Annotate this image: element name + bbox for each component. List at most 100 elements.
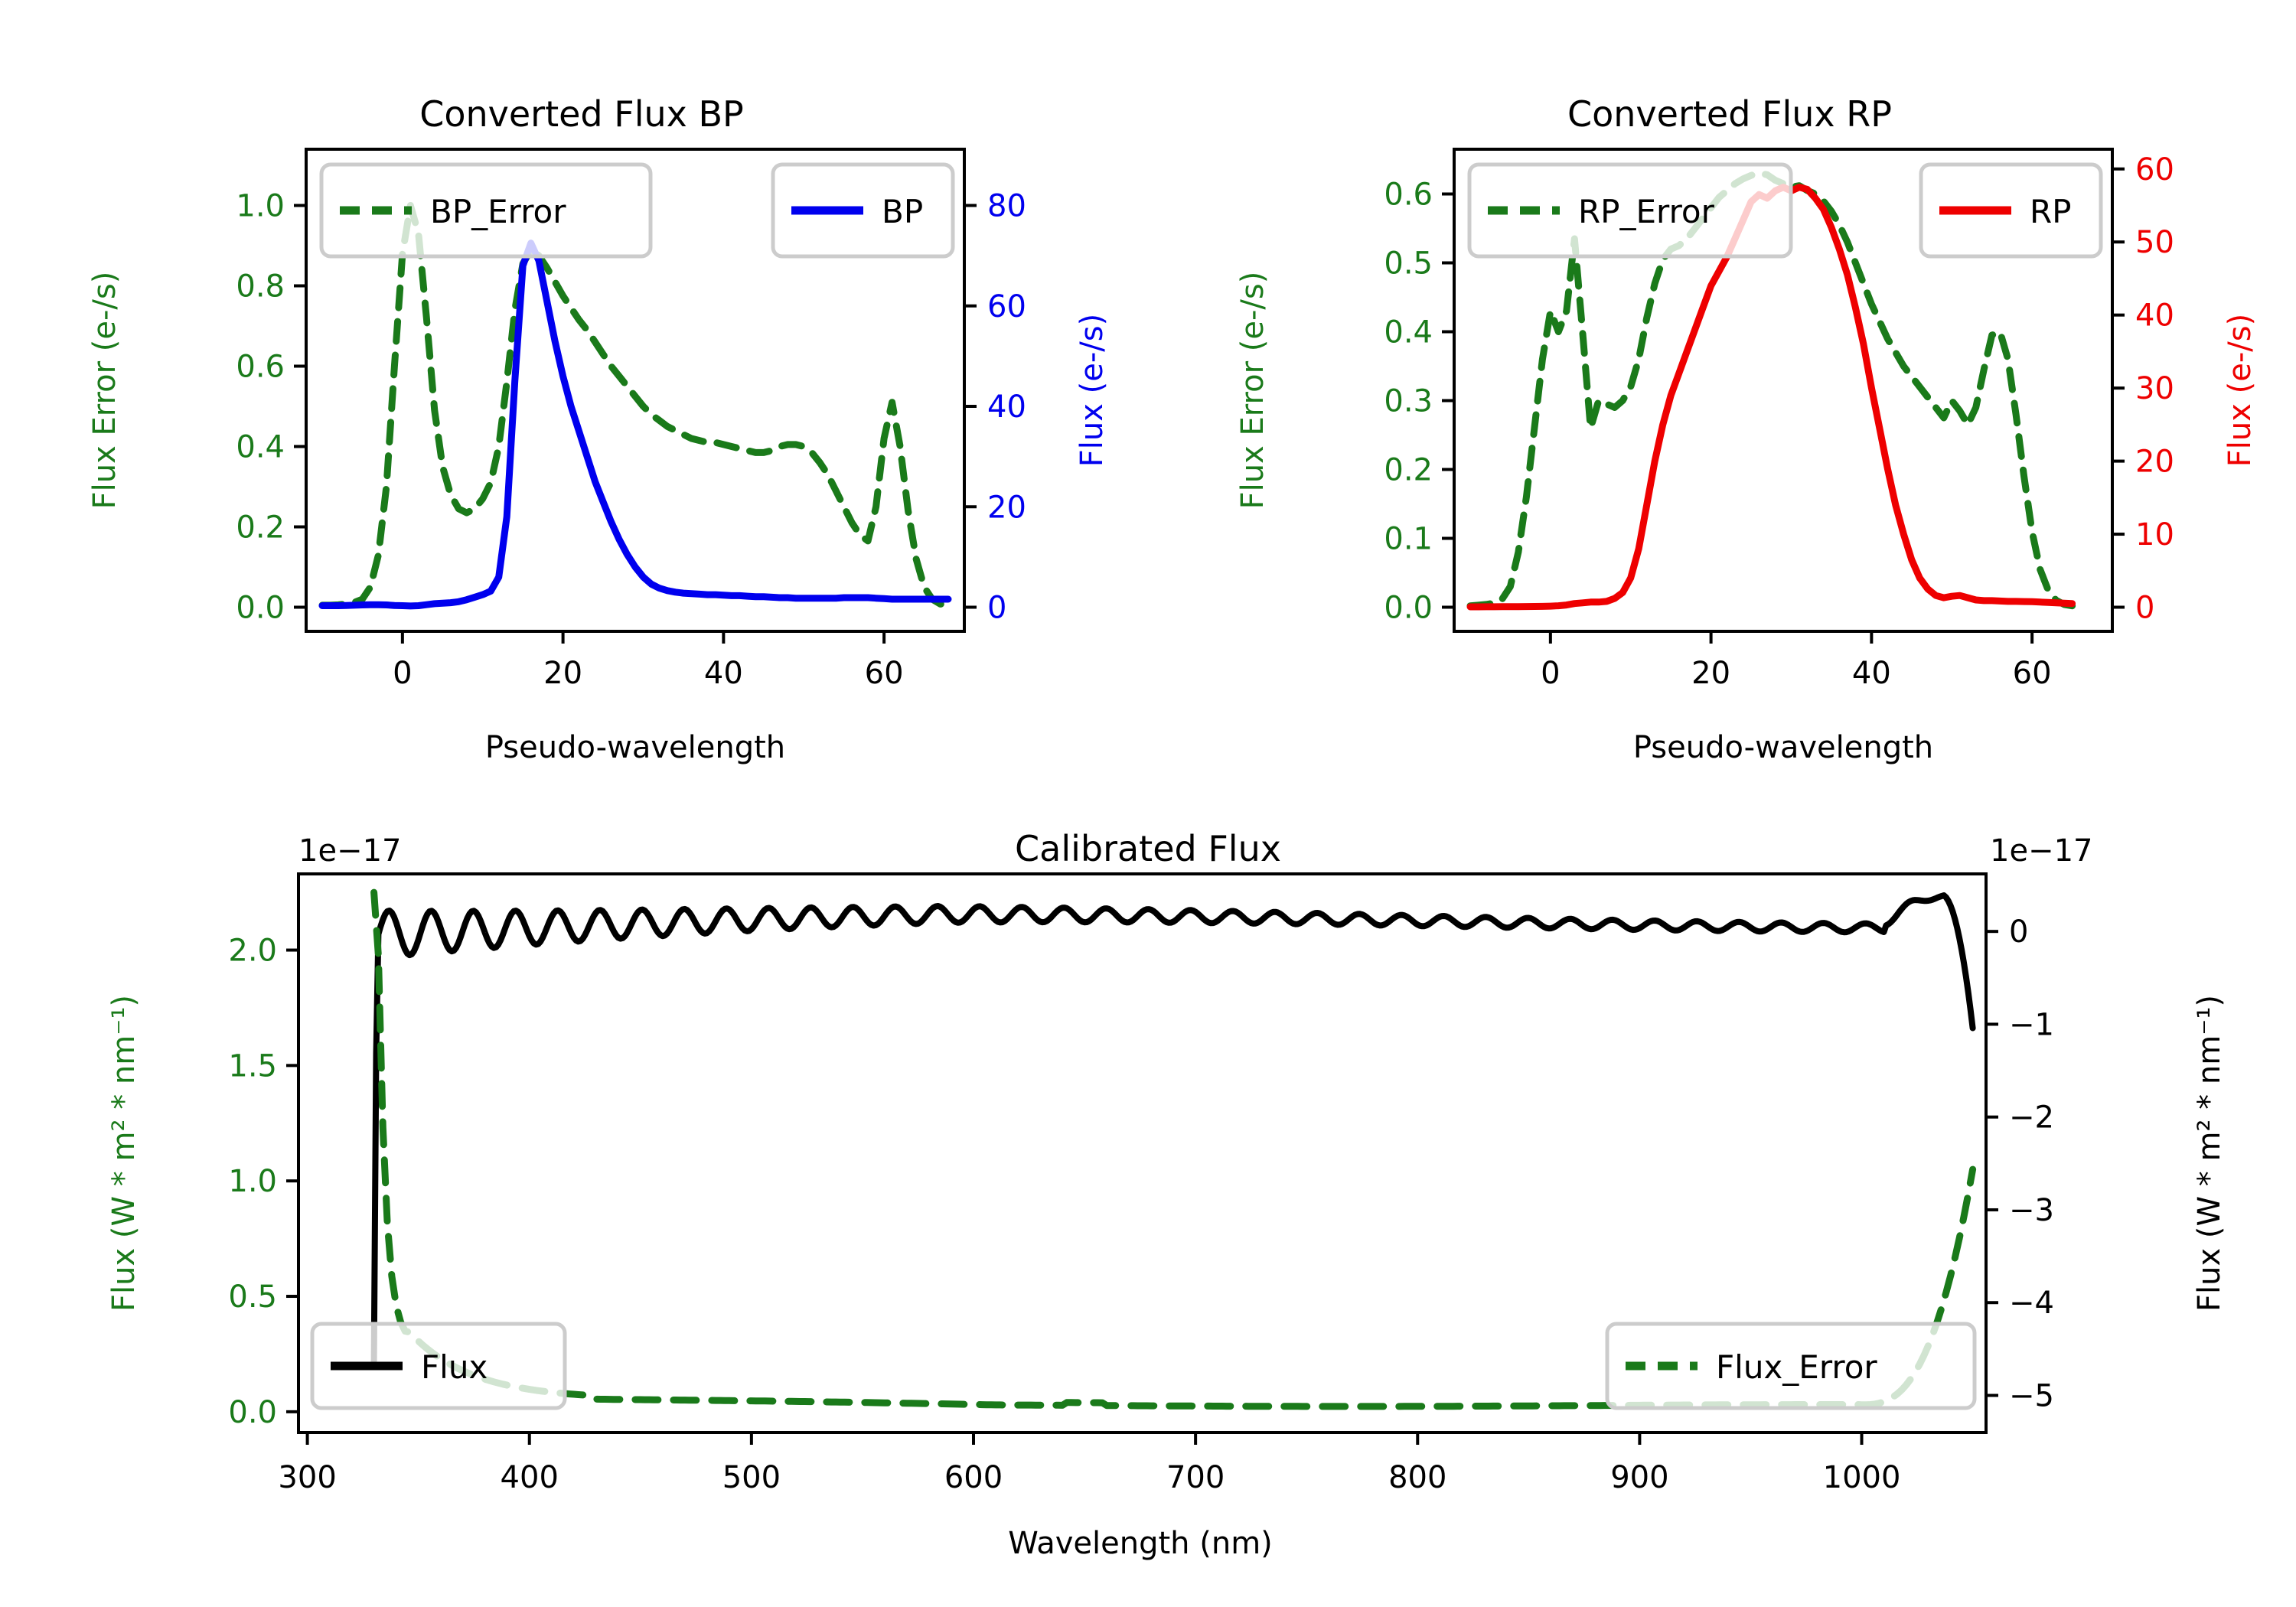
legend-bp[interactable]: BP — [771, 162, 955, 259]
y-tick-label: 0.8 — [236, 269, 285, 305]
calibrated-left-offset-label: 1e−17 — [298, 833, 401, 869]
y-tick-label: 0.4 — [236, 430, 285, 465]
y-tick-label: −4 — [2009, 1286, 2054, 1321]
legend-label: RP — [2030, 193, 2072, 230]
rp-title: Converted Flux RP — [1567, 93, 1892, 135]
y-tick-label: 0.5 — [1384, 246, 1433, 282]
y-tick-label: 0 — [2009, 914, 2028, 950]
y-tick-label: −1 — [2009, 1007, 2054, 1042]
y-tick-label: 0 — [987, 591, 1006, 626]
rp-plot-area: 0.0 0.1 0.2 0.3 0.4 0.5 0.6 0 10 20 30 40 50 60 0 20 4… — [1384, 148, 2174, 691]
x-tick-label: 500 — [722, 1460, 781, 1495]
y-tick-label: 40 — [2135, 298, 2174, 334]
legend-rp[interactable]: RP — [1919, 162, 2103, 259]
y-tick-label: −3 — [2009, 1193, 2054, 1228]
legend-bp_error[interactable]: BP_Error — [319, 162, 653, 259]
x-tick-label: 20 — [543, 656, 582, 691]
y-tick-label: 0.2 — [236, 510, 285, 546]
legend-rp_error[interactable]: RP_Error — [1467, 162, 1793, 259]
legend-label: BP — [882, 193, 923, 230]
calibrated-title: Calibrated Flux — [1015, 828, 1281, 869]
calibrated-chart-svg: Calibrated Flux 1e−17 1e−17 0.0 0.5 1.0 1.5… — [106, 828, 2227, 1561]
y-tick-label: 0.0 — [1384, 591, 1433, 626]
legend-label: Flux_Error — [1716, 1348, 1877, 1386]
y-tick-label: 40 — [987, 390, 1026, 425]
bp-left-tick-group: 0.0 0.2 0.4 0.6 0.8 1.0 — [236, 189, 306, 626]
legend-label: BP_Error — [430, 193, 566, 230]
bp-legend-group[interactable]: BP_Error BP — [319, 162, 955, 259]
calibrated-left-tick-group: 0.0 0.5 1.0 1.5 2.0 — [228, 934, 298, 1430]
rp-x-tick-group: 0 20 40 60 — [1541, 631, 2052, 691]
x-tick-label: 0 — [393, 656, 412, 691]
rp-right-tick-group: 0 10 20 30 40 50 60 — [2112, 152, 2174, 626]
rp-legend-group[interactable]: RP_Error RP — [1467, 162, 2103, 259]
bp-axes-frame — [305, 148, 966, 633]
bp-ylabel-right: Flux (e-/s) — [1075, 314, 1110, 467]
calibrated-ylabel-right: Flux (W * m² * nm⁻¹) — [2192, 995, 2227, 1312]
x-tick-label: 60 — [2013, 656, 2052, 691]
bp-title: Converted Flux BP — [419, 93, 744, 135]
y-tick-label: 20 — [2135, 445, 2174, 480]
y-tick-label: −2 — [2009, 1100, 2054, 1136]
calibrated-x-tick-group: 300 400 500 600 700 800 900 1000 — [278, 1433, 1900, 1495]
y-tick-label: 1.0 — [236, 189, 285, 224]
x-tick-label: 40 — [704, 656, 743, 691]
series-bp_error — [318, 202, 952, 609]
bp-x-tick-group: 0 20 40 60 — [393, 631, 904, 691]
y-tick-label: 20 — [987, 490, 1026, 525]
x-tick-label: 700 — [1166, 1460, 1225, 1495]
y-tick-label: 0.6 — [1384, 178, 1433, 213]
calibrated-xlabel: Wavelength (nm) — [1008, 1526, 1273, 1561]
y-tick-label: 1.5 — [228, 1048, 277, 1084]
y-tick-label: 0.0 — [228, 1395, 277, 1430]
x-tick-label: 400 — [501, 1460, 559, 1495]
y-tick-label: −5 — [2009, 1378, 2054, 1413]
y-tick-label: 60 — [2135, 152, 2174, 187]
y-tick-label: 50 — [2135, 225, 2174, 260]
x-tick-label: 300 — [278, 1460, 336, 1495]
y-tick-label: 1.0 — [228, 1164, 277, 1199]
y-tick-label: 0 — [2135, 591, 2154, 626]
calibrated-legend-group[interactable]: Flux Flux_Error — [310, 1322, 1977, 1410]
y-tick-label: 0.0 — [236, 591, 285, 626]
y-tick-label: 0.4 — [1384, 315, 1433, 350]
legend-label: Flux — [421, 1348, 488, 1386]
bp-plot-area: 0.0 0.2 0.4 0.6 0.8 1.0 0 20 40 60 80 0 20 40 60 BP_… — [236, 148, 1026, 691]
x-tick-label: 900 — [1610, 1460, 1668, 1495]
panel-converted-flux-rp: Converted Flux RP 0.0 0.1 0.2 0.3 0.4 0.5 0.6 … — [1148, 92, 2296, 826]
bp-series-group — [318, 202, 952, 610]
x-tick-label: 800 — [1388, 1460, 1446, 1495]
y-tick-label: 0.6 — [236, 350, 285, 385]
y-tick-label: 0.5 — [228, 1279, 277, 1315]
rp-ylabel-left: Flux Error (e-/s) — [1235, 272, 1270, 510]
x-tick-label: 0 — [1541, 656, 1560, 691]
x-tick-label: 600 — [944, 1460, 1003, 1495]
y-tick-label: 2.0 — [228, 934, 277, 969]
rp-ylabel-right: Flux (e-/s) — [2223, 314, 2258, 467]
legend-label: RP_Error — [1578, 193, 1715, 230]
y-tick-label: 30 — [2135, 371, 2174, 406]
x-tick-label: 20 — [1691, 656, 1730, 691]
series-flux — [370, 892, 1976, 1364]
bp-right-tick-group: 0 20 40 60 80 — [964, 189, 1026, 626]
y-tick-label: 80 — [987, 189, 1026, 224]
calibrated-right-tick-group: 0 −1 −2 −3 −4 −5 — [1986, 914, 2054, 1413]
x-tick-label: 60 — [865, 656, 904, 691]
calibrated-axes-frame — [297, 872, 1988, 1434]
y-tick-label: 0.3 — [1384, 384, 1433, 419]
rp-chart-svg: Converted Flux RP 0.0 0.1 0.2 0.3 0.4 0.5 0.6 … — [1235, 93, 2258, 765]
series-bp — [318, 240, 952, 610]
y-tick-label: 60 — [987, 289, 1026, 324]
y-tick-label: 0.1 — [1384, 522, 1433, 557]
bp-xlabel: Pseudo-wavelength — [485, 730, 785, 765]
legend-flux_error[interactable]: Flux_Error — [1605, 1322, 1977, 1410]
y-tick-label: 10 — [2135, 517, 2174, 553]
calibrated-ylabel-left: Flux (W * m² * nm⁻¹) — [106, 995, 142, 1312]
bp-ylabel-left: Flux Error (e-/s) — [87, 272, 122, 510]
legend-flux[interactable]: Flux — [310, 1322, 567, 1410]
calibrated-plot-area: 0.0 0.5 1.0 1.5 2.0 0 −1 −2 −3 −4 −5 300 400 500 600… — [228, 872, 2054, 1495]
y-tick-label: 0.2 — [1384, 453, 1433, 488]
rp-xlabel: Pseudo-wavelength — [1633, 730, 1933, 765]
x-tick-label: 40 — [1852, 656, 1891, 691]
